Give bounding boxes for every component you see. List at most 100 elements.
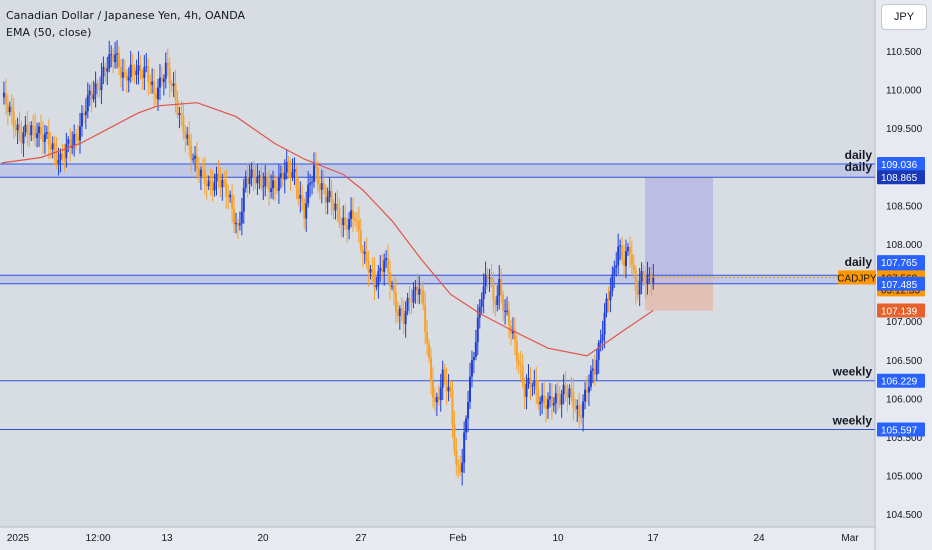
candle-body (291, 171, 294, 178)
candle-body (119, 66, 122, 78)
candle-body (389, 272, 392, 287)
candle-body (580, 416, 583, 418)
candle-body (484, 274, 487, 287)
candle-body (305, 203, 308, 219)
candle-body (36, 133, 39, 138)
candle-body (601, 334, 604, 341)
candle-body (172, 83, 175, 86)
candle-body (301, 195, 304, 203)
candle-body (550, 396, 553, 406)
candle-body (391, 285, 393, 287)
candle-body (164, 62, 167, 79)
candle-body (45, 131, 48, 134)
candle-body (268, 180, 271, 192)
candle-body (2, 92, 5, 98)
candle-body (84, 111, 87, 116)
candle-body (75, 134, 78, 138)
candle-body (515, 341, 518, 361)
candle-body (123, 72, 126, 75)
candle-body (630, 254, 633, 265)
x-tick-label: 2025 (7, 533, 30, 544)
candle-body (307, 184, 310, 204)
candle-body (182, 115, 185, 132)
candle-body (535, 380, 538, 391)
candle-body (525, 383, 528, 398)
candle-body (309, 182, 312, 185)
candle-body (102, 66, 105, 77)
candle-body (621, 245, 624, 259)
candle-body (283, 172, 286, 180)
candle-body (357, 220, 360, 231)
candle-body (589, 370, 592, 387)
candle-body (371, 269, 374, 271)
candle-body (352, 210, 354, 219)
candle-body (281, 173, 284, 180)
candle-body (277, 177, 280, 191)
y-tick-label: 105.500 (886, 433, 923, 444)
candle-body (539, 401, 542, 405)
candle-body (316, 168, 319, 185)
candle-body (334, 203, 337, 211)
candle-body (548, 396, 551, 400)
candle-body (599, 340, 602, 343)
candle-body (4, 92, 7, 105)
candle-body (521, 365, 524, 383)
candle-body (412, 289, 415, 303)
candle-body (178, 113, 181, 115)
candle-body (170, 83, 173, 86)
candle-body (547, 399, 549, 409)
candle-body (14, 127, 17, 131)
ema-line (1, 102, 654, 357)
candle-body (233, 208, 236, 225)
candle-body (326, 197, 329, 203)
candle-body (65, 143, 68, 158)
candle-body (365, 251, 368, 262)
candle-body (626, 247, 629, 252)
candle-body (180, 113, 183, 116)
candle-body (527, 377, 530, 384)
candle-body (445, 380, 448, 392)
candle-body (285, 162, 288, 173)
candle-body (229, 194, 232, 198)
candle-body (519, 364, 522, 366)
candle-body (225, 182, 228, 197)
currency-button[interactable]: JPY (881, 4, 927, 30)
candle-body (157, 87, 159, 100)
candle-body (564, 384, 567, 395)
candle-body (303, 202, 306, 219)
candle-body (517, 360, 520, 365)
candle-body (572, 391, 575, 408)
candle-body (43, 133, 46, 142)
candle-body (353, 218, 356, 221)
candle-body (330, 190, 333, 203)
candle-body (217, 173, 220, 181)
candle-body (231, 194, 234, 209)
candle-body (465, 418, 468, 433)
candle-body (209, 180, 212, 184)
x-tick-label: Mar (841, 533, 859, 544)
candle-body (591, 368, 594, 371)
candle-body (451, 389, 454, 425)
candle-body (98, 86, 101, 91)
candle-body (153, 81, 156, 94)
candle-body (211, 183, 214, 191)
x-tick-label: 20 (257, 533, 269, 544)
candle-body (474, 342, 477, 358)
candle-body (646, 275, 649, 285)
candle-body (213, 181, 216, 191)
candle-body (611, 274, 614, 292)
candle-body (648, 274, 651, 276)
candle-body (297, 188, 300, 199)
candle-body (431, 381, 434, 399)
candle-body (114, 54, 117, 63)
price-tag-countdown: 03:12:33 (881, 285, 920, 296)
candle-body (533, 380, 536, 386)
indicator-legend[interactable]: EMA (50, close) (6, 26, 92, 39)
candle-body (498, 278, 501, 296)
candle-body (215, 173, 218, 182)
candle-body (139, 65, 142, 75)
target-zone (645, 177, 713, 278)
candle-body (363, 251, 366, 254)
candle-body (190, 145, 193, 160)
